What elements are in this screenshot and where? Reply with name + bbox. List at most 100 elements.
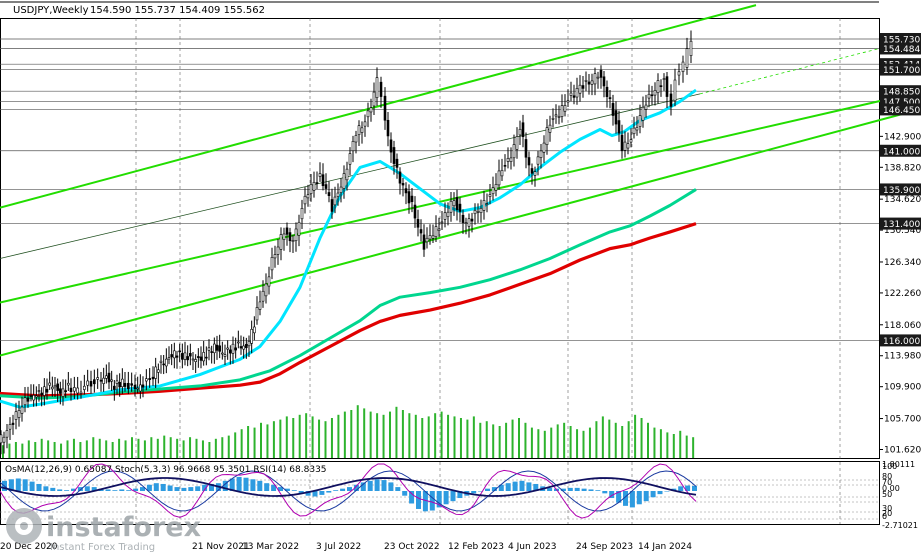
candle-body	[288, 232, 292, 242]
candle-body	[551, 118, 555, 120]
candle-body	[485, 203, 489, 205]
channel-line	[0, 4, 757, 209]
osma-bar	[664, 491, 670, 492]
osma-bar	[436, 491, 442, 508]
candle-body	[53, 385, 57, 388]
candle-body	[309, 184, 313, 194]
osma-bar	[50, 487, 56, 491]
volume-bar	[614, 422, 617, 458]
indicator-tick-label: 0	[882, 512, 887, 521]
volume-bar	[14, 442, 17, 458]
osma-bar	[692, 485, 697, 491]
candle-body	[210, 351, 213, 353]
candle-body	[121, 378, 124, 388]
candle-body	[175, 355, 179, 358]
volume-bar	[47, 440, 50, 458]
candle-body	[509, 157, 513, 162]
candle-body	[276, 246, 280, 255]
volume-bar	[356, 405, 359, 458]
candle-body	[662, 78, 666, 80]
price-tick-label: 126.340	[884, 258, 921, 268]
candle-body	[653, 90, 657, 96]
price-level-tag-text: 131.400	[883, 220, 920, 230]
volume-bar	[369, 411, 372, 458]
volume-bar	[627, 421, 630, 458]
candle-body	[48, 382, 51, 386]
price-level-tag: 151.700	[880, 63, 921, 76]
candle-body	[32, 395, 35, 401]
candle-body	[127, 382, 130, 390]
candle-body	[608, 97, 612, 99]
osma-bar	[457, 491, 463, 499]
candle-body	[69, 387, 73, 393]
candle-body	[45, 388, 49, 393]
price-level-tag-text: 141.000	[883, 147, 920, 157]
volume-bar	[647, 422, 649, 458]
osma-bar	[623, 491, 628, 506]
price-level-tag: 155.730	[880, 33, 921, 46]
indicator-tick-label: -2.71021	[882, 521, 918, 530]
symbol-timeframe-label: USDJPY,Weekly	[13, 5, 89, 16]
candle-body	[294, 228, 298, 242]
osma-bar	[105, 489, 111, 491]
candle-body	[363, 121, 367, 127]
volume-bar	[414, 414, 417, 458]
osma-bar	[305, 491, 311, 496]
channel-line	[0, 90, 921, 304]
volume-bar	[576, 429, 579, 458]
candle-body	[110, 379, 113, 382]
volume-bar	[98, 438, 101, 458]
candle-body	[159, 360, 163, 363]
volume-bar	[311, 416, 314, 458]
osma-bar	[84, 486, 90, 491]
candle-body	[632, 127, 636, 135]
candle-body	[170, 354, 173, 358]
volume-bar	[530, 427, 533, 458]
candle-body	[587, 81, 591, 85]
volume-bar	[182, 440, 185, 458]
volume-bar	[137, 438, 140, 458]
osma-bar	[643, 491, 649, 502]
volume-bar	[272, 421, 275, 458]
moving-average-slow	[0, 222, 697, 398]
indicator-tick-label: 30	[882, 504, 892, 513]
candle-body	[324, 184, 328, 189]
volume-bar	[85, 440, 88, 458]
candle-body	[605, 86, 609, 97]
volume-bar	[511, 419, 514, 458]
volume-bar	[21, 443, 24, 458]
candle-body	[218, 345, 221, 352]
volume-bar	[401, 410, 404, 458]
candle-body	[620, 134, 624, 152]
volume-bar	[221, 437, 224, 458]
volume-bar	[459, 418, 462, 458]
volume-bar	[27, 440, 30, 458]
volume-bar	[343, 411, 346, 458]
price-level-tag: 116.000	[880, 334, 921, 347]
volume-bar	[492, 424, 495, 458]
candle-body	[464, 222, 468, 224]
volume-bar	[408, 413, 411, 458]
price-level-tag: 131.400	[880, 217, 921, 230]
candle-body	[413, 204, 417, 219]
candle-body	[5, 430, 9, 438]
candle-body	[165, 358, 168, 367]
candle-body	[656, 80, 660, 94]
candle-body	[26, 397, 30, 402]
volume-bar	[563, 422, 566, 458]
indicator-tick-label: 20	[882, 509, 892, 518]
candle-body	[554, 114, 558, 117]
candle-body	[14, 411, 18, 420]
osma-bar	[519, 480, 525, 491]
candle-body	[395, 158, 399, 168]
price-tick-label: 130.540	[884, 226, 921, 236]
candle-body	[677, 71, 681, 76]
candle-body	[383, 95, 387, 121]
candle-body	[401, 183, 405, 186]
candle-body	[234, 347, 237, 351]
price-level-tag-text: 146.450	[883, 106, 920, 116]
candle-body	[86, 380, 89, 386]
candle-body	[482, 200, 486, 211]
